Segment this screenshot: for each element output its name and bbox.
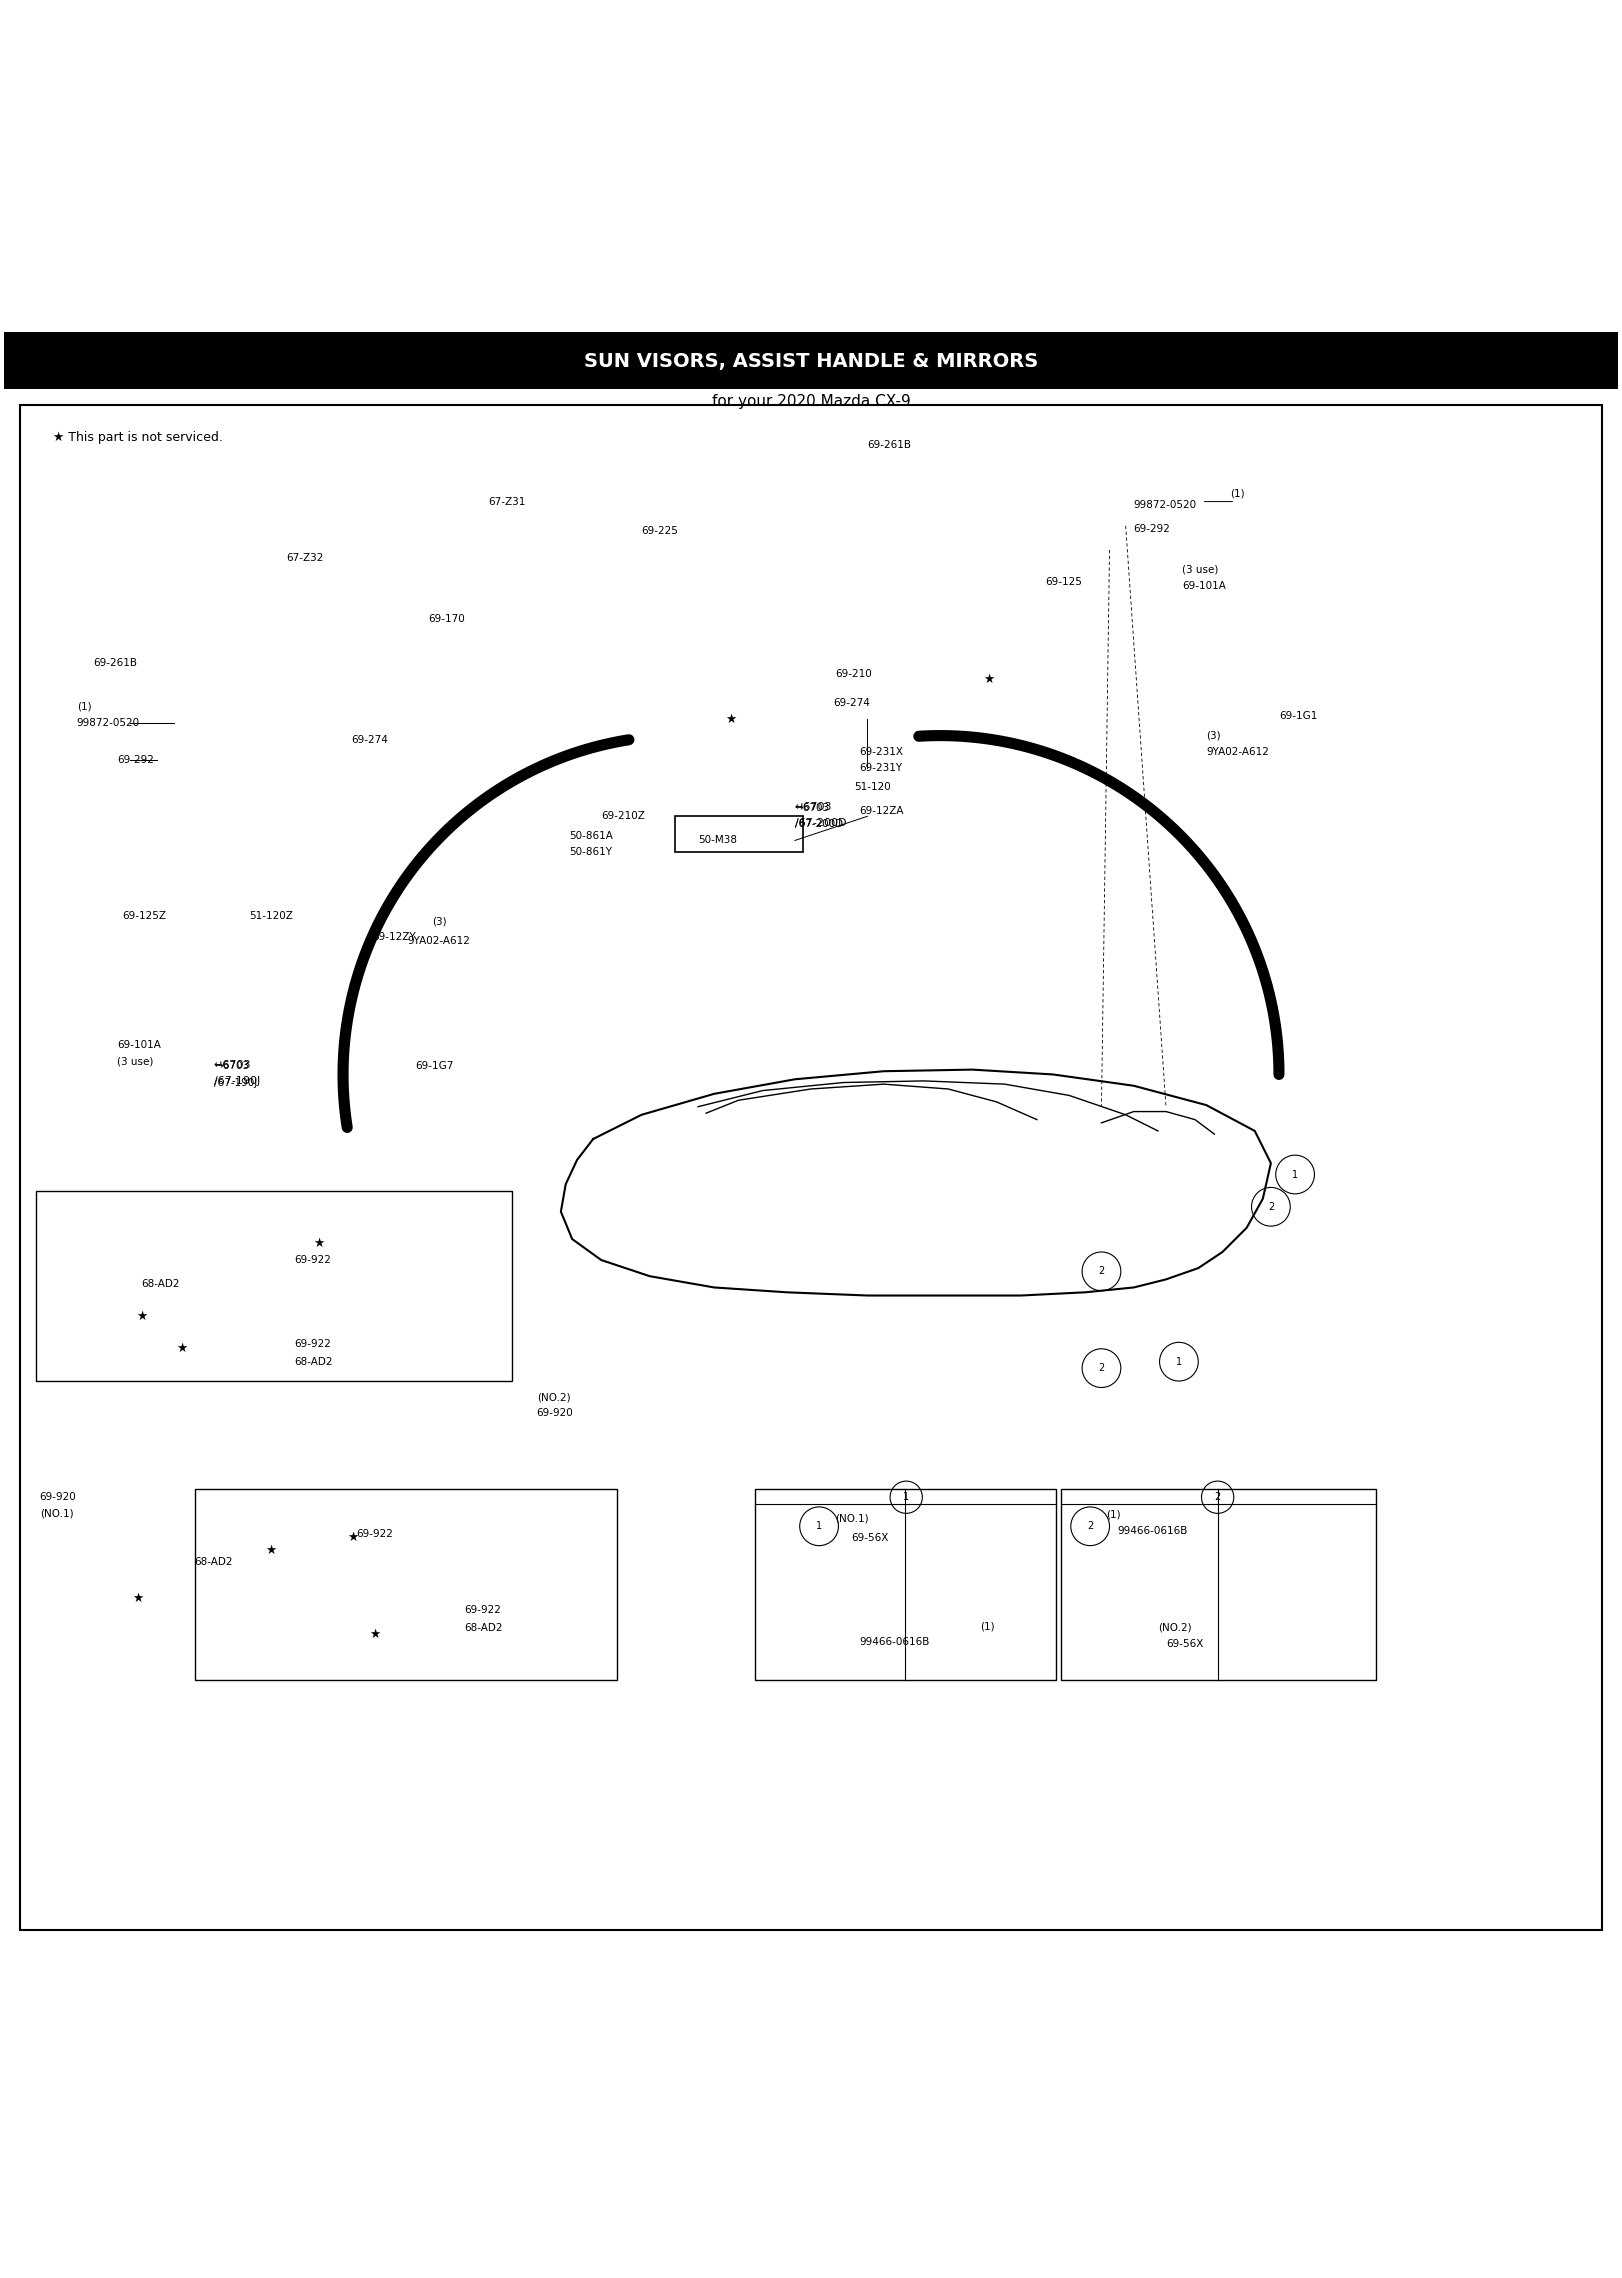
Text: /67-200D: /67-200D bbox=[795, 818, 847, 827]
Text: 69-125: 69-125 bbox=[1045, 576, 1082, 588]
Text: (1): (1) bbox=[76, 702, 91, 711]
Text: (NO.1): (NO.1) bbox=[39, 1508, 73, 1519]
Text: (3): (3) bbox=[1207, 731, 1221, 740]
Text: ★: ★ bbox=[313, 1237, 324, 1251]
Text: 69-101A: 69-101A bbox=[1182, 581, 1226, 590]
Text: 9YA02-A612: 9YA02-A612 bbox=[407, 936, 470, 945]
Text: 69-1G7: 69-1G7 bbox=[415, 1062, 454, 1071]
Text: ★: ★ bbox=[136, 1310, 148, 1324]
Bar bbox=[675, 816, 803, 852]
Text: 50-M38: 50-M38 bbox=[697, 836, 736, 845]
Text: 68-AD2: 68-AD2 bbox=[295, 1358, 333, 1367]
Text: 99872-0520: 99872-0520 bbox=[76, 718, 139, 727]
Text: /67-200D: /67-200D bbox=[795, 820, 843, 829]
Text: 69-261B: 69-261B bbox=[868, 440, 912, 451]
Text: 69-210: 69-210 bbox=[835, 670, 873, 679]
Text: 51-120Z: 51-120Z bbox=[250, 911, 294, 920]
Text: 1: 1 bbox=[1293, 1169, 1298, 1180]
Text: 69-922: 69-922 bbox=[295, 1339, 331, 1349]
Text: SUN VISORS, ASSIST HANDLE & MIRRORS: SUN VISORS, ASSIST HANDLE & MIRRORS bbox=[584, 351, 1038, 371]
Text: 69-1G1: 69-1G1 bbox=[1280, 711, 1317, 722]
Text: 69-56X: 69-56X bbox=[1166, 1640, 1204, 1649]
Text: 2: 2 bbox=[1087, 1522, 1093, 1531]
Text: 99466-0616B: 99466-0616B bbox=[860, 1638, 929, 1647]
Text: ↵6703: ↵6703 bbox=[795, 802, 832, 811]
Text: 69-292: 69-292 bbox=[117, 754, 154, 765]
Text: 69-920: 69-920 bbox=[537, 1408, 574, 1419]
Text: 51-120: 51-120 bbox=[855, 781, 892, 793]
Text: 69-920: 69-920 bbox=[39, 1492, 76, 1501]
Text: 69-292: 69-292 bbox=[1134, 524, 1171, 533]
Text: 69-170: 69-170 bbox=[428, 615, 466, 624]
Text: 2: 2 bbox=[1098, 1362, 1105, 1374]
Text: 9YA02-A612: 9YA02-A612 bbox=[1207, 747, 1270, 756]
Text: ★: ★ bbox=[370, 1629, 381, 1640]
Text: (NO.2): (NO.2) bbox=[537, 1392, 571, 1403]
Bar bbox=[195, 1490, 618, 1679]
Text: 69-231Y: 69-231Y bbox=[860, 763, 902, 772]
Text: 50-861Y: 50-861Y bbox=[569, 847, 611, 857]
Text: 69-922: 69-922 bbox=[355, 1529, 393, 1540]
Text: 2: 2 bbox=[1098, 1267, 1105, 1276]
Text: 68-AD2: 68-AD2 bbox=[464, 1622, 503, 1633]
Text: 69-101A: 69-101A bbox=[117, 1041, 161, 1050]
Text: ★: ★ bbox=[133, 1592, 144, 1606]
Text: ↵6703: ↵6703 bbox=[214, 1059, 251, 1071]
Bar bbox=[1061, 1490, 1375, 1679]
Text: ★ This part is not serviced.: ★ This part is not serviced. bbox=[52, 431, 222, 444]
Text: 99466-0616B: 99466-0616B bbox=[1118, 1526, 1187, 1535]
Text: 67-Z31: 67-Z31 bbox=[488, 497, 526, 506]
Text: (1): (1) bbox=[980, 1622, 994, 1631]
Text: /67-190J: /67-190J bbox=[214, 1077, 258, 1087]
Text: 1: 1 bbox=[1176, 1358, 1182, 1367]
Text: 69-231X: 69-231X bbox=[860, 747, 903, 756]
Text: 68-AD2: 68-AD2 bbox=[195, 1556, 234, 1567]
Text: →6703: →6703 bbox=[214, 1062, 250, 1071]
Text: 69-922: 69-922 bbox=[464, 1606, 501, 1615]
Text: 2: 2 bbox=[1215, 1492, 1221, 1501]
Text: 69-125Z: 69-125Z bbox=[122, 911, 165, 920]
Bar bbox=[36, 1191, 513, 1380]
Text: 69-56X: 69-56X bbox=[852, 1533, 889, 1542]
Text: 99872-0520: 99872-0520 bbox=[1134, 499, 1197, 510]
Text: 1: 1 bbox=[816, 1522, 822, 1531]
Text: ★: ★ bbox=[347, 1531, 358, 1544]
Text: 69-922: 69-922 bbox=[295, 1255, 331, 1264]
Text: 69-12ZY: 69-12ZY bbox=[371, 932, 415, 943]
Text: 67-Z32: 67-Z32 bbox=[287, 554, 324, 563]
Text: 2: 2 bbox=[1268, 1203, 1273, 1212]
Text: 1: 1 bbox=[903, 1492, 910, 1501]
Text: (1): (1) bbox=[1106, 1510, 1121, 1519]
Text: 69-12ZA: 69-12ZA bbox=[860, 806, 903, 816]
Text: (3 use): (3 use) bbox=[117, 1057, 154, 1066]
Text: ★: ★ bbox=[264, 1544, 276, 1556]
Text: →6703: →6703 bbox=[795, 804, 830, 813]
Text: (3): (3) bbox=[431, 916, 446, 927]
Text: /67-190J: /67-190J bbox=[214, 1075, 260, 1087]
Text: 69-274: 69-274 bbox=[350, 736, 388, 745]
Text: 69-261B: 69-261B bbox=[92, 658, 136, 667]
Text: (1): (1) bbox=[1231, 487, 1246, 499]
Text: 69-210Z: 69-210Z bbox=[602, 811, 646, 822]
FancyBboxPatch shape bbox=[5, 333, 1617, 390]
Text: ★: ★ bbox=[983, 672, 994, 686]
Text: (3 use): (3 use) bbox=[1182, 565, 1218, 574]
Text: for your 2020 Mazda CX-9: for your 2020 Mazda CX-9 bbox=[712, 394, 910, 410]
Text: ★: ★ bbox=[177, 1342, 187, 1355]
Text: 50-861A: 50-861A bbox=[569, 831, 613, 841]
Text: (NO.2): (NO.2) bbox=[1158, 1622, 1192, 1633]
Text: 68-AD2: 68-AD2 bbox=[141, 1280, 180, 1289]
Text: 69-225: 69-225 bbox=[642, 526, 678, 535]
Text: (NO.1): (NO.1) bbox=[835, 1513, 869, 1524]
Bar bbox=[754, 1490, 1056, 1679]
Text: ★: ★ bbox=[725, 713, 736, 727]
Text: 69-274: 69-274 bbox=[834, 699, 871, 708]
